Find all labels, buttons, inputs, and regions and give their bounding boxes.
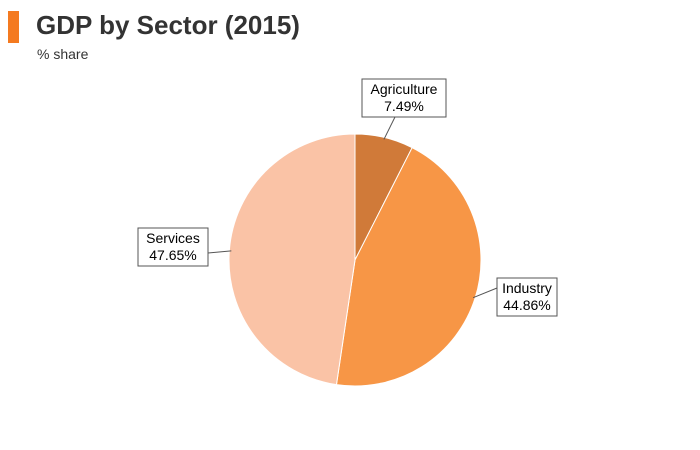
slice-value-agriculture: 7.49% (384, 98, 424, 114)
pie-slice-services (228, 133, 356, 386)
chart-title: GDP by Sector (2015) (36, 10, 300, 40)
title-accent-bar (8, 11, 19, 43)
leader-line-agriculture (383, 116, 396, 140)
chart-subtitle: % share (37, 46, 89, 62)
callout-box-services (137, 227, 209, 267)
pie-slice-industry (335, 147, 482, 387)
callout-box-industry (496, 277, 558, 317)
slice-value-services: 47.65% (149, 247, 196, 263)
pie-slices (228, 133, 482, 387)
slice-value-industry: 44.86% (503, 297, 550, 313)
slice-label-agriculture: Agriculture (371, 81, 438, 97)
slice-label-services: Services (146, 230, 200, 246)
leader-line-industry (472, 287, 498, 299)
callout-box-agriculture (361, 78, 447, 118)
slice-label-industry: Industry (502, 280, 552, 296)
leader-line-services (207, 250, 232, 254)
